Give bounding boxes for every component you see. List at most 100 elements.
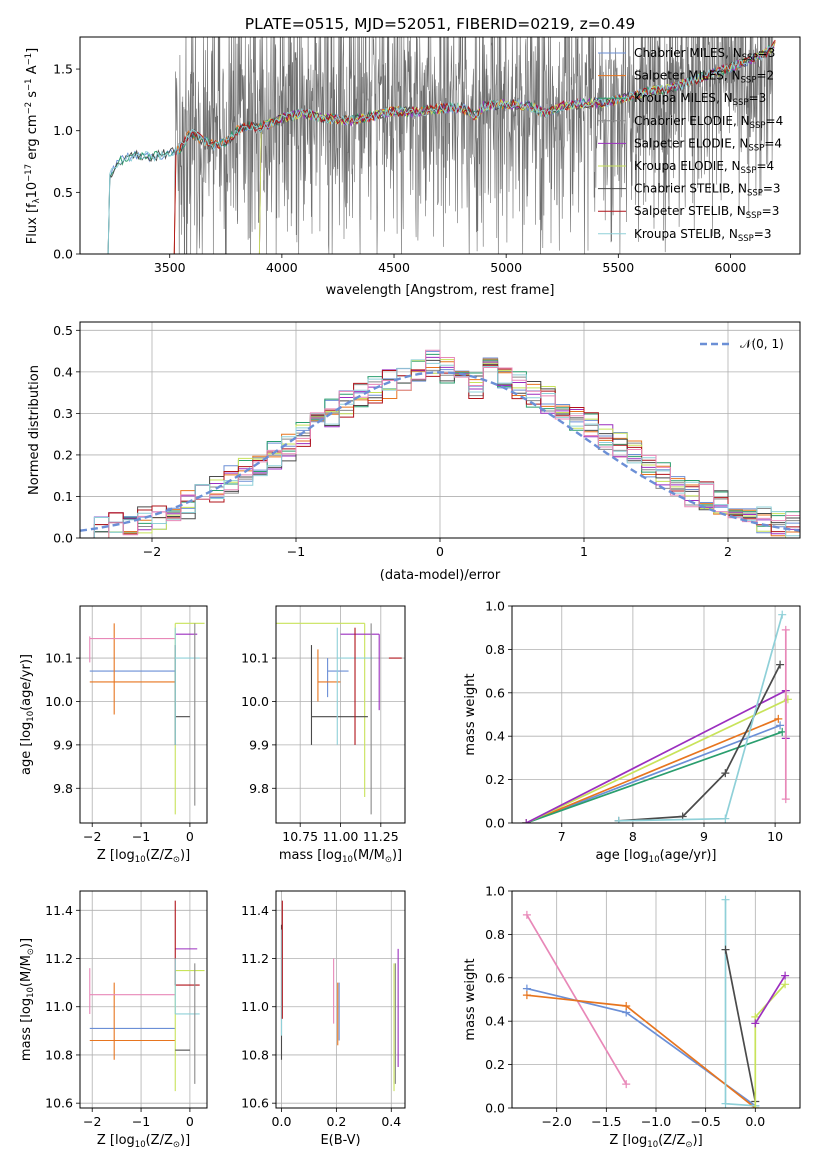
y-tick-label: 0.5	[53, 323, 73, 338]
plot-frame	[79, 36, 801, 255]
x-tick-label: 0	[186, 1114, 194, 1129]
mass-weight-marker	[614, 816, 623, 823]
mass-weight-marker	[721, 945, 730, 954]
y-tick-label: 0.2	[485, 772, 505, 787]
legend-entry-label: Kroupa ELODIE, NSSP=4	[634, 159, 774, 176]
x-tick-label: 4500	[378, 260, 410, 275]
mass-weight-marker	[721, 814, 730, 823]
x-tick-label: 11.25	[363, 829, 399, 844]
x-tick-label: 0	[186, 829, 194, 844]
x-tick-label: 5000	[490, 260, 522, 275]
x-axis-label: E(B-V)	[320, 1133, 360, 1148]
x-tick-label: 6000	[715, 260, 747, 275]
plot-frame	[511, 890, 801, 1109]
x-axis-label: Z [log10(Z/Z⊙)]	[609, 1133, 702, 1150]
x-tick-label: 10.75	[282, 829, 318, 844]
plot-frame	[79, 890, 208, 1109]
x-axis-label: Z [log10(Z/Z⊙)]	[97, 1133, 190, 1150]
x-tick-label: −2	[143, 544, 161, 559]
mass-weight-line	[525, 698, 789, 823]
plot-area	[522, 895, 790, 1108]
mass-weight-marker	[778, 727, 787, 736]
y-tick-label: 10.8	[241, 1047, 269, 1062]
legend-entry-label: Chabrier STELIB, NSSP=3	[634, 182, 781, 199]
y-tick-label: 1.5	[53, 62, 73, 77]
plot-area	[89, 900, 205, 1092]
y-tick-label: 9.8	[53, 781, 73, 796]
y-tick-label: 11.4	[241, 903, 269, 918]
x-tick-label: 8	[629, 829, 637, 844]
mass-weight-marker	[622, 1080, 631, 1089]
mass-weight-line	[754, 983, 786, 1108]
plot-area	[80, 349, 800, 538]
x-axis-label: mass [log10(M/M⊙)]	[279, 848, 402, 865]
mass-weight-vs-age-panel: 7 8 9 10 0.0 0.2 0.4 0.6 0.8 1.0 age [log10(age/yr…	[463, 599, 801, 865]
mass-weight-marker	[776, 660, 785, 669]
mass-weight-line	[526, 914, 627, 1085]
y-tick-label: 0.5	[53, 185, 73, 200]
y-axis-label: mass weight	[463, 673, 478, 755]
legend-entry-label: Salpeter STELIB, NSSP=3	[634, 204, 779, 221]
age-vs-metallicity-panel: −2 −1 0 9.8 9.9 10.0 10.1 Z [log10(Z/Z⊙)] age [l…	[19, 605, 208, 865]
x-tick-label: 0	[436, 544, 444, 559]
mass-weight-line	[526, 987, 756, 1107]
plot-frame	[511, 605, 801, 824]
y-tick-label: 0.2	[53, 447, 73, 462]
y-tick-label: 0.0	[53, 247, 73, 262]
x-tick-label: 1	[580, 544, 588, 559]
y-tick-label: 1.0	[485, 599, 505, 614]
y-tick-label: 0.4	[485, 729, 505, 744]
mass-vs-extinction-panel: 0.0 0.2 0.4 10.6 10.8 11.0 11.2 11.4 E(B-V)	[241, 890, 406, 1148]
x-tick-label: 0.2	[326, 1114, 346, 1129]
y-axis-label: mass [log10(M/M⊙)]	[19, 938, 36, 1061]
observed-spectrum-line	[174, 37, 774, 254]
legend-entry-label: Kroupa STELIB, NSSP=3	[634, 227, 772, 244]
plot-area	[276, 622, 402, 815]
x-tick-label: −0.5	[690, 1114, 720, 1129]
spectrum-title: PLATE=0515, MJD=52051, FIBERID=0219, z=0…	[245, 15, 635, 33]
x-tick-label: −1.0	[641, 1114, 671, 1129]
y-tick-label: 11.2	[45, 951, 73, 966]
y-tick-label: 1.0	[53, 123, 73, 138]
x-tick-label: −2.0	[542, 1114, 572, 1129]
y-tick-label: 0.6	[485, 970, 505, 985]
legend-entry-label: Chabrier MILES, NSSP=3	[634, 46, 775, 63]
x-axis-label: Z [log10(Z/Z⊙)]	[97, 848, 190, 865]
mass-weight-line	[526, 994, 756, 1108]
legend-entry-label: Kroupa MILES, NSSP=3	[634, 91, 766, 108]
histogram-step-line	[80, 359, 800, 538]
y-axis-label: mass weight	[463, 958, 478, 1040]
plot-frame	[79, 605, 208, 824]
mass-weight-marker	[774, 714, 783, 723]
plot-frame	[275, 890, 406, 1109]
y-axis-label: Flux [fλ10−17 erg cm−2 s−1 A−1]	[24, 48, 42, 244]
mass-weight-marker	[522, 819, 531, 823]
spectrum-panel: 3500 4000 4500 5000 5500 6000 0.0 0.5 1.0 1.5 wave…	[24, 36, 801, 298]
mass-weight-line	[525, 718, 779, 823]
legend-entry-label: Salpeter MILES, NSSP=2	[634, 69, 774, 86]
x-tick-label: 3500	[154, 260, 186, 275]
y-tick-label: 11.4	[45, 903, 73, 918]
residual-histogram-panel: −2 −1 0 1 2 0.0 0.1 0.2 0.3 0.4 0.5 (data-model)/er…	[27, 321, 801, 583]
plot-frame	[275, 605, 406, 824]
x-tick-label: 7	[558, 829, 566, 844]
legend: Chabrier MILES, NSSP=3 Salpeter MILES, NS…	[598, 46, 783, 244]
y-tick-label: 0.0	[485, 1101, 505, 1116]
mass-weight-marker	[781, 625, 790, 634]
y-tick-label: 0.8	[485, 642, 505, 657]
x-tick-label: −2	[83, 1114, 101, 1129]
mass-vs-metallicity-panel: −2 −1 0 10.6 10.8 11.0 11.2 11.4 Z [log10(Z/Z⊙)]…	[19, 890, 208, 1150]
y-tick-label: 0.4	[485, 1014, 505, 1029]
mass-weight-marker	[522, 910, 531, 919]
mass-weight-line	[618, 664, 781, 822]
y-tick-label: 10.6	[241, 1096, 269, 1111]
y-axis-label: Normed distribution	[27, 365, 42, 495]
x-tick-label: 4000	[266, 260, 298, 275]
y-tick-label: 1.0	[485, 884, 505, 899]
y-tick-label: 0.6	[485, 685, 505, 700]
mass-weight-line	[525, 689, 787, 823]
y-tick-label: 11.2	[241, 951, 269, 966]
normal-distribution-curve	[80, 371, 800, 532]
y-tick-label: 0.0	[485, 816, 505, 831]
y-axis-label: age [log10(age/yr)]	[19, 654, 36, 775]
